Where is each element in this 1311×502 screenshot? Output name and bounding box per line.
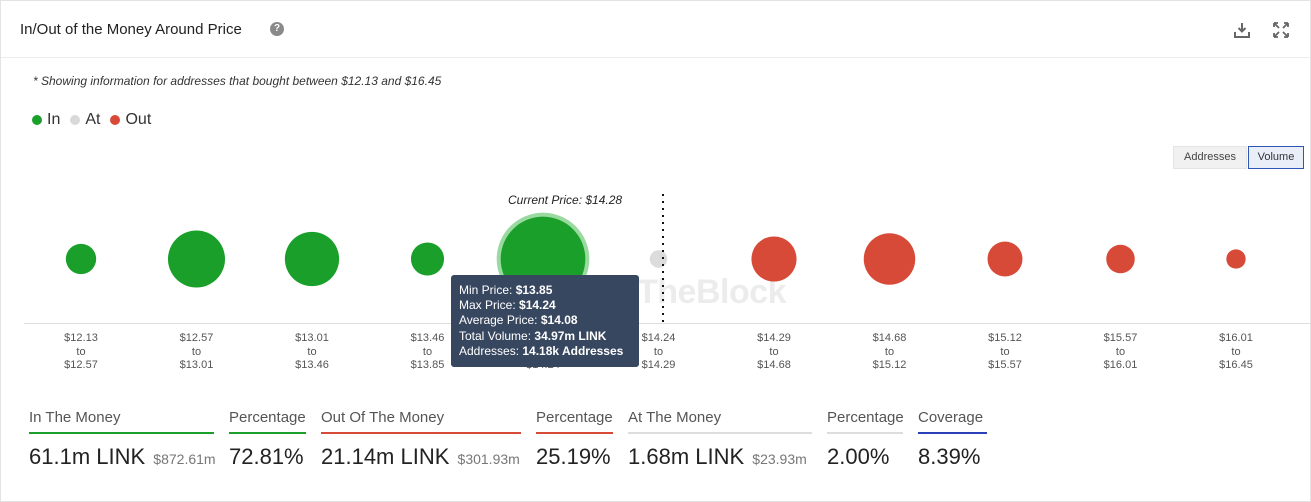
bubble-in-1[interactable] xyxy=(167,230,226,288)
stat-underline xyxy=(536,432,613,434)
stat-coverage: Coverage 8.39% xyxy=(918,409,987,469)
expand-icon[interactable] xyxy=(1272,21,1290,39)
x-tick-label: $13.46 to $13.85 xyxy=(410,332,445,371)
widget-header: In/Out of the Money Around Price ? xyxy=(1,1,1310,58)
addresses-toggle-button[interactable]: Addresses xyxy=(1173,146,1247,169)
x-tick-label: $12.57 to $13.01 xyxy=(179,332,214,371)
bubble-out-8[interactable] xyxy=(987,241,1023,277)
stat-value: 2.00% xyxy=(827,444,890,469)
bubble-out-10[interactable] xyxy=(1226,249,1246,269)
bucket-tooltip: Min Price: $13.85 Max Price: $14.24 Aver… xyxy=(451,275,639,367)
x-tick-label: $14.29 to $14.68 xyxy=(757,332,791,371)
stat-value: 8.39% xyxy=(918,444,981,469)
help-icon[interactable]: ? xyxy=(270,22,284,36)
legend-dot-in xyxy=(32,115,42,125)
stat-value: 61.1m LINK $872.61m xyxy=(29,444,216,469)
stat-label: Out Of The Money xyxy=(321,409,445,426)
x-tick-label: $16.01 to $16.45 xyxy=(1219,332,1253,371)
stat-underline xyxy=(229,432,306,434)
legend-item-out[interactable]: Out xyxy=(110,111,151,129)
x-tick-label: $15.57 to $16.01 xyxy=(1103,332,1138,371)
stat-value: 72.81% xyxy=(229,444,304,469)
bubble-in-0[interactable] xyxy=(65,243,97,275)
stat-at-percentage: Percentage 2.00% xyxy=(827,409,904,469)
legend-label-in: In xyxy=(47,111,61,128)
stat-in-percentage: Percentage 72.81% xyxy=(229,409,306,469)
tooltip-max-price: Max Price: $14.24 xyxy=(459,298,556,313)
stat-underline xyxy=(321,432,521,434)
stat-underline xyxy=(918,432,987,434)
stat-label: Percentage xyxy=(536,409,613,426)
x-tick-label: $15.12 to $15.57 xyxy=(988,332,1022,371)
stat-at-the-money: At The Money 1.68m LINK $23.93m xyxy=(628,409,812,469)
stat-value: 21.14m LINK $301.93m xyxy=(321,444,520,469)
bubble-out-6[interactable] xyxy=(751,236,797,282)
legend-label-at: At xyxy=(85,111,101,128)
range-note: * Showing information for addresses that… xyxy=(33,74,442,88)
stat-value: 25.19% xyxy=(536,444,611,469)
stat-label: At The Money xyxy=(628,409,722,426)
legend-dot-at xyxy=(70,115,81,125)
stat-underline xyxy=(29,432,214,434)
tooltip-min-price: Min Price: $13.85 xyxy=(459,283,553,297)
x-tick-label: $12.13 to $12.57 xyxy=(64,332,98,371)
tooltip-average-price: Average Price: $14.08 xyxy=(459,313,578,328)
stat-label: Coverage xyxy=(918,409,984,426)
x-axis-line xyxy=(24,323,1311,324)
stat-label: Percentage xyxy=(229,409,306,426)
stat-value: 1.68m LINK $23.93m xyxy=(628,444,807,469)
stat-in-the-money: In The Money 61.1m LINK $872.61m xyxy=(29,409,216,469)
stat-out-of-the-money: Out Of The Money 21.14m LINK $301.93m xyxy=(321,409,521,469)
bubble-in-3[interactable] xyxy=(410,242,445,276)
legend-item-in[interactable]: In xyxy=(32,111,60,129)
legend-label-out: Out xyxy=(125,111,152,128)
current-price-label: Current Price: $14.28 xyxy=(508,193,623,207)
chart-legend: In At Out xyxy=(32,111,161,129)
x-tick-label: $14.24 to $14.29 xyxy=(641,332,676,371)
tooltip-addresses: Addresses: 14.18k Addresses xyxy=(459,343,624,358)
theblock-watermark: TheBlock xyxy=(637,273,787,311)
legend-dot-out xyxy=(110,115,121,125)
stat-label: Percentage xyxy=(827,409,904,426)
volume-toggle-button[interactable]: Volume xyxy=(1248,146,1304,169)
bubble-in-2[interactable] xyxy=(284,231,340,287)
stat-out-percentage: Percentage 25.19% xyxy=(536,409,613,469)
download-icon[interactable] xyxy=(1233,21,1251,39)
x-tick-label: $14.68 to $15.12 xyxy=(872,332,907,371)
legend-item-at[interactable]: At xyxy=(70,111,100,129)
stat-underline xyxy=(827,432,903,434)
stat-label: In The Money xyxy=(29,409,121,426)
x-tick-label: $13.01 to $13.46 xyxy=(295,332,329,371)
stat-underline xyxy=(628,432,812,434)
tooltip-total-volume: Total Volume: 34.97m LINK xyxy=(459,328,607,343)
widget-title: In/Out of the Money Around Price xyxy=(20,21,242,38)
bubble-out-9[interactable] xyxy=(1106,244,1135,274)
bubble-out-7[interactable] xyxy=(863,233,916,285)
bubble-at-5[interactable] xyxy=(649,250,668,268)
